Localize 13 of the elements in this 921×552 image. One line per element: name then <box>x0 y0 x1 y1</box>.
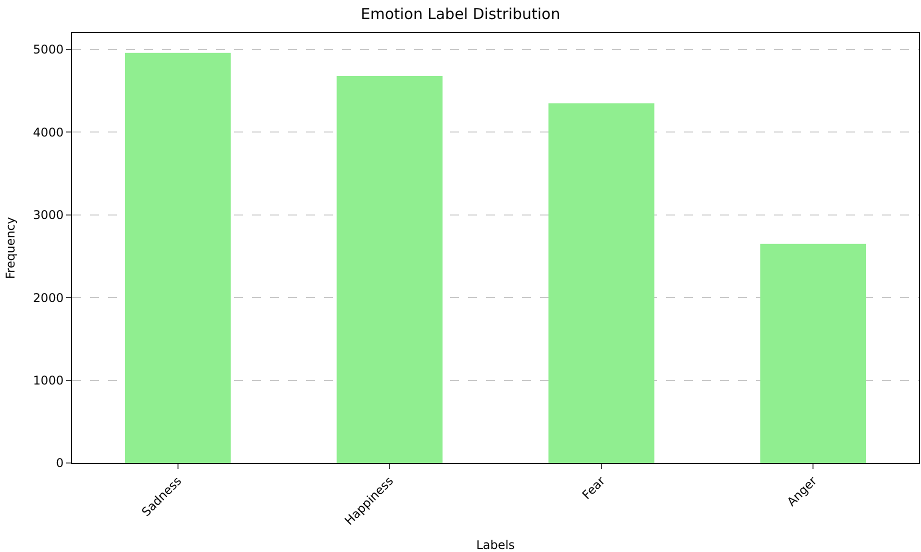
y-tick-label: 3000 <box>33 208 64 222</box>
chart-title: Emotion Label Distribution <box>360 4 560 23</box>
y-tick-label: 0 <box>56 456 64 470</box>
bar <box>760 244 866 463</box>
bar <box>124 52 231 463</box>
bar <box>548 103 654 463</box>
y-axis-title: Frequency <box>3 217 18 279</box>
y-tick-label: 1000 <box>33 374 64 388</box>
bar <box>336 76 443 463</box>
x-axis-title: Labels <box>476 538 515 552</box>
y-tick-label: 2000 <box>33 290 64 305</box>
y-tick-label: 5000 <box>33 42 64 57</box>
y-tick-label: 4000 <box>33 125 64 140</box>
